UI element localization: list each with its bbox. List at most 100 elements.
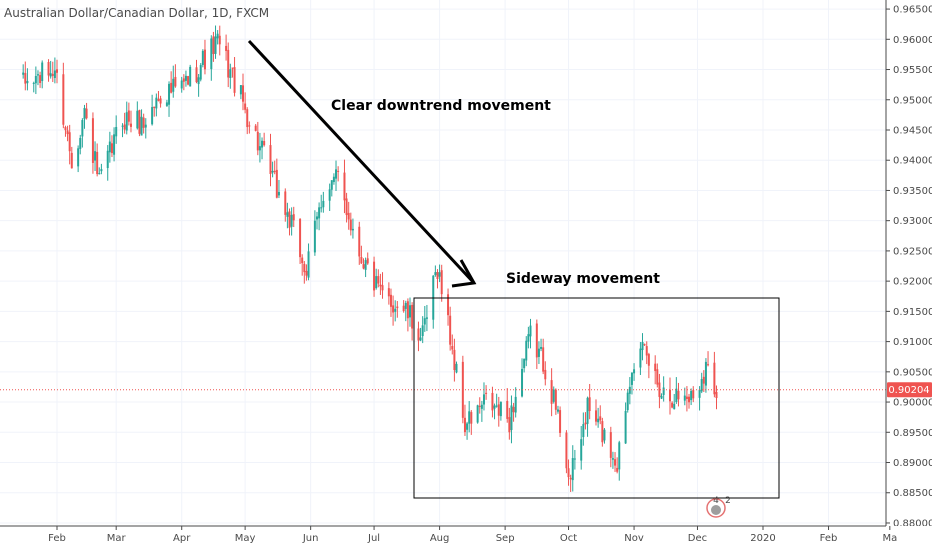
candle-up xyxy=(540,338,543,352)
candle-body xyxy=(468,411,471,424)
candle-down xyxy=(91,112,94,174)
candle-up xyxy=(286,202,289,229)
candle-body xyxy=(611,458,614,460)
candle-up xyxy=(611,451,614,469)
candle-down xyxy=(68,124,71,165)
candle-down xyxy=(491,386,494,418)
candle-down xyxy=(256,121,259,156)
candle-up xyxy=(455,361,458,374)
candle-up xyxy=(425,304,428,332)
candle-body xyxy=(630,372,633,385)
candle-up xyxy=(438,264,441,283)
candle-down xyxy=(123,112,126,134)
candle-down xyxy=(535,319,538,370)
candle-down xyxy=(129,110,132,133)
time-tick-label: Oct xyxy=(560,533,577,544)
candle-body xyxy=(254,125,257,131)
candle-down xyxy=(668,377,671,415)
candle-up xyxy=(53,57,56,84)
candle-down xyxy=(358,221,361,265)
candle-up xyxy=(77,145,80,173)
candle-body xyxy=(588,397,591,412)
candle-up xyxy=(189,64,192,87)
events-badge[interactable]: 4 2 xyxy=(706,496,731,518)
candle-down xyxy=(242,73,245,111)
candle-body xyxy=(288,211,291,228)
candle-body xyxy=(165,102,168,106)
time-tick-label: Jul xyxy=(367,533,380,544)
candle-down xyxy=(225,34,228,61)
candle-body xyxy=(64,127,67,131)
candle-up xyxy=(168,81,171,117)
candle-body xyxy=(715,391,718,399)
candle-body xyxy=(387,288,390,297)
candle-body xyxy=(409,305,411,318)
candle-body xyxy=(476,405,479,423)
candle-up xyxy=(580,425,583,470)
candle-down xyxy=(685,386,688,412)
candle-down xyxy=(656,363,659,388)
candle-body xyxy=(643,344,646,346)
candle-down xyxy=(373,256,376,297)
candle-up xyxy=(700,372,703,394)
candle-up xyxy=(641,333,644,361)
candle-body xyxy=(550,380,553,404)
candle-up xyxy=(258,132,261,163)
candle-body xyxy=(239,85,242,95)
candle-down xyxy=(303,261,306,284)
candle-down xyxy=(677,382,680,407)
price-tick-label: 0.90000 xyxy=(893,398,932,409)
candle-body xyxy=(98,173,101,175)
candle-body xyxy=(554,389,557,410)
candle-body xyxy=(586,397,589,424)
candle-body xyxy=(624,410,627,444)
candle-body xyxy=(189,66,192,87)
candle-down xyxy=(692,386,695,403)
candle-up xyxy=(493,403,496,420)
candle-down xyxy=(647,352,650,379)
candle-up xyxy=(94,141,97,172)
candle-down xyxy=(96,143,99,177)
candle-down xyxy=(601,417,604,447)
last-price-tag: 0.90204 xyxy=(887,382,932,398)
candle-body xyxy=(328,189,331,201)
candle-down xyxy=(554,388,557,415)
candle-body xyxy=(525,340,528,361)
candle-up xyxy=(214,25,217,59)
candle-up xyxy=(571,445,574,492)
candle-body xyxy=(580,439,583,461)
candle-up xyxy=(315,211,318,230)
candle-up xyxy=(404,300,407,322)
candle-up xyxy=(582,412,585,446)
candle-body xyxy=(360,256,363,264)
candle-down xyxy=(269,133,272,187)
candle-body xyxy=(455,363,458,373)
candle-body xyxy=(556,409,559,412)
price-axis[interactable]: 0.96500 0.96000 0.95500 0.95000 0.94500 0.940… xyxy=(885,0,932,529)
candle-body xyxy=(411,304,414,329)
candle-down xyxy=(153,106,156,117)
price-tick-label: 0.95000 xyxy=(893,95,932,106)
candle-down xyxy=(159,95,162,108)
candle-up xyxy=(586,396,589,437)
candle-up xyxy=(239,85,242,100)
candle-body xyxy=(187,76,190,85)
time-axis[interactable]: Feb Mar Apr May Jun Jul Aug Sep Oct Nov Dec 2020 Feb… xyxy=(0,525,932,550)
candle-body xyxy=(345,198,348,216)
candle-body xyxy=(26,80,29,84)
candle-body xyxy=(125,112,128,131)
candle-body xyxy=(320,207,323,209)
candle-body xyxy=(170,82,173,93)
candle-body xyxy=(402,305,405,312)
candle-up xyxy=(510,395,513,444)
candle-down xyxy=(550,368,553,417)
candle-down xyxy=(47,59,50,82)
candle-body xyxy=(140,116,143,136)
candle-down xyxy=(616,457,619,474)
candle-body xyxy=(668,389,671,402)
candle-up xyxy=(364,257,367,278)
candle-down xyxy=(497,396,500,427)
candle-up xyxy=(100,163,103,175)
